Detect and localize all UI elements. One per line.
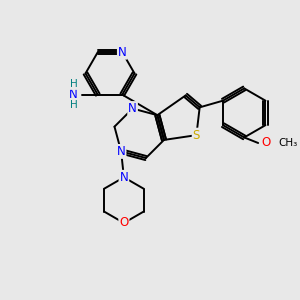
Text: H: H <box>70 100 77 110</box>
Text: O: O <box>119 217 128 230</box>
Text: O: O <box>261 136 271 149</box>
Text: N: N <box>128 102 137 115</box>
Text: N: N <box>69 88 78 101</box>
Text: N: N <box>117 145 125 158</box>
Text: H: H <box>70 79 77 89</box>
Text: N: N <box>119 171 128 184</box>
Text: N: N <box>118 46 127 59</box>
Text: CH₃: CH₃ <box>278 138 298 148</box>
Text: S: S <box>193 129 200 142</box>
